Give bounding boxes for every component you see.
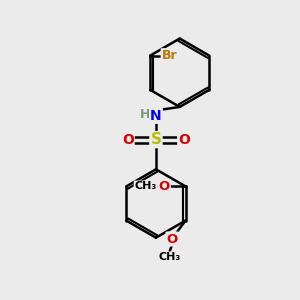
Text: S: S [150,132,161,147]
Text: O: O [178,133,190,147]
Text: Br: Br [162,49,177,62]
Text: CH₃: CH₃ [158,252,180,262]
Text: H: H [140,108,150,121]
Text: O: O [158,180,170,193]
Text: N: N [150,109,162,123]
Text: O: O [122,133,134,147]
Text: O: O [167,232,178,245]
Text: CH₃: CH₃ [135,182,157,191]
